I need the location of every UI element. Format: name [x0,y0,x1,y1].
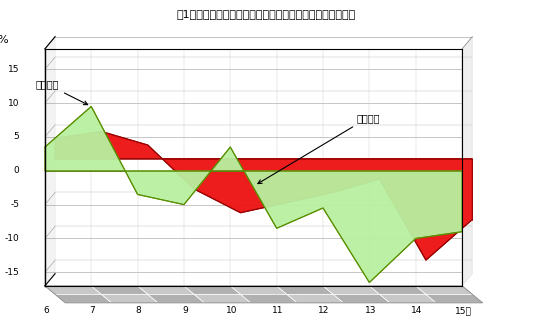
Text: %: % [0,36,9,46]
Polygon shape [277,286,333,294]
Polygon shape [323,286,379,294]
Polygon shape [138,286,194,294]
Polygon shape [287,294,343,303]
Text: 6: 6 [43,306,49,315]
Polygon shape [426,294,482,303]
Polygon shape [333,294,390,303]
Polygon shape [45,286,101,294]
Polygon shape [45,107,462,282]
Polygon shape [194,294,251,303]
Text: 5: 5 [14,133,19,141]
Text: 8: 8 [136,306,141,315]
Text: -15: -15 [5,268,19,277]
Text: 15年: 15年 [455,306,472,315]
Polygon shape [369,286,426,294]
Text: 10: 10 [225,306,237,315]
Text: 15: 15 [8,65,19,74]
Polygon shape [184,286,240,294]
Text: 7: 7 [90,306,95,315]
Text: 年末賞与: 年末賞与 [258,113,380,184]
Text: -5: -5 [11,200,19,209]
Text: 11: 11 [272,306,284,315]
Polygon shape [462,37,472,286]
Text: 14: 14 [411,306,423,315]
Text: 図1５　賞与の前年比の推移（調査産業計）（３０人以上）: 図1５ 賞与の前年比の推移（調査産業計）（３０人以上） [177,10,356,20]
Polygon shape [91,286,148,294]
Text: 0: 0 [14,166,19,175]
Text: 夏季賞与: 夏季賞与 [36,80,87,105]
Text: -10: -10 [5,234,19,243]
Text: 13: 13 [365,306,376,315]
Polygon shape [55,294,111,303]
Text: 9: 9 [182,306,188,315]
Polygon shape [101,294,158,303]
Polygon shape [230,286,287,294]
Polygon shape [148,294,204,303]
Text: 12: 12 [318,306,330,315]
Polygon shape [379,294,436,303]
Text: 10: 10 [8,99,19,107]
Polygon shape [45,37,55,286]
Polygon shape [55,132,472,260]
Polygon shape [416,286,472,294]
Polygon shape [240,294,297,303]
